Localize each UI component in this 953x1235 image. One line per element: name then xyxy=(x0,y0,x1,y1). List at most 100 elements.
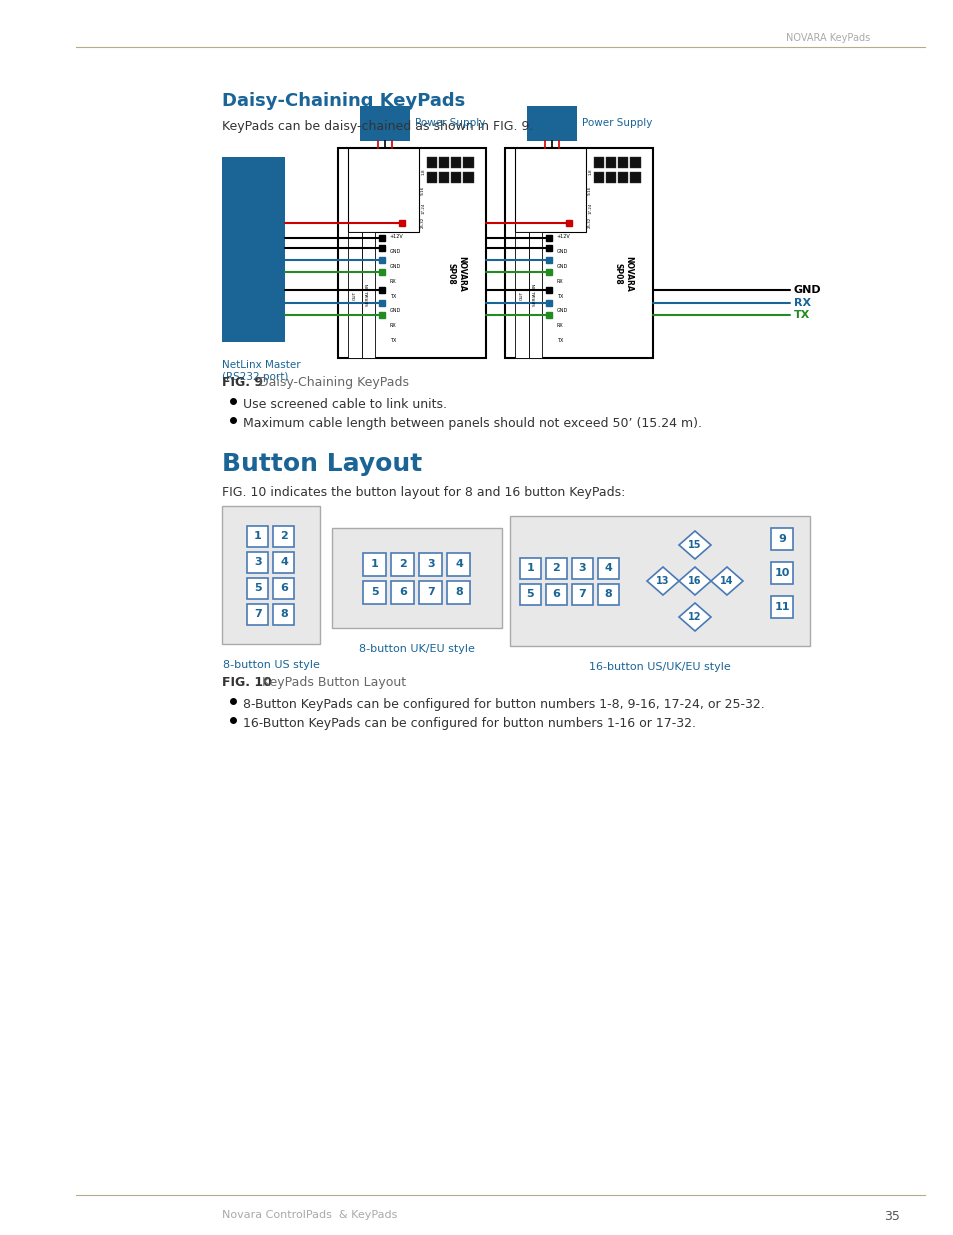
FancyBboxPatch shape xyxy=(348,148,419,232)
Text: FIG. 10: FIG. 10 xyxy=(222,676,272,689)
Text: 17-24: 17-24 xyxy=(587,203,592,214)
Text: 8-button US style: 8-button US style xyxy=(222,659,319,671)
FancyBboxPatch shape xyxy=(447,552,470,576)
Text: Power Supply: Power Supply xyxy=(581,119,652,128)
Text: TX: TX xyxy=(557,294,562,299)
Text: NOVARA KeyPads: NOVARA KeyPads xyxy=(785,33,869,43)
Text: 3: 3 xyxy=(578,563,586,573)
Text: FIG. 9: FIG. 9 xyxy=(222,375,263,389)
FancyBboxPatch shape xyxy=(337,148,485,358)
FancyBboxPatch shape xyxy=(526,106,577,141)
Text: 9: 9 xyxy=(778,534,785,543)
Text: 1-8: 1-8 xyxy=(587,168,592,175)
Text: GND: GND xyxy=(793,285,821,295)
Text: 4: 4 xyxy=(604,563,612,573)
Text: 35: 35 xyxy=(883,1210,899,1223)
Text: 11: 11 xyxy=(774,601,789,613)
Text: 8-button UK/EU style: 8-button UK/EU style xyxy=(358,643,475,655)
Text: NOVARA
SP08: NOVARA SP08 xyxy=(613,256,633,291)
FancyBboxPatch shape xyxy=(247,552,268,573)
FancyBboxPatch shape xyxy=(598,583,618,604)
Text: 1-8: 1-8 xyxy=(420,168,425,175)
Text: GND: GND xyxy=(557,309,567,314)
Text: GND: GND xyxy=(390,309,400,314)
FancyBboxPatch shape xyxy=(770,529,792,550)
Text: FIG. 10 indicates the button layout for 8 and 16 button KeyPads:: FIG. 10 indicates the button layout for … xyxy=(222,487,625,499)
Text: KeyPads Button Layout: KeyPads Button Layout xyxy=(262,676,406,689)
Text: 4: 4 xyxy=(280,557,288,567)
Text: 2: 2 xyxy=(552,563,559,573)
FancyBboxPatch shape xyxy=(519,583,540,604)
Text: GND: GND xyxy=(557,249,567,254)
FancyBboxPatch shape xyxy=(545,583,566,604)
FancyBboxPatch shape xyxy=(528,232,541,358)
Text: 25-32: 25-32 xyxy=(587,216,592,227)
Text: 2: 2 xyxy=(280,531,288,541)
FancyBboxPatch shape xyxy=(438,172,449,183)
Text: KeyPads can be daisy-chained as shown in FIG. 9.: KeyPads can be daisy-chained as shown in… xyxy=(222,120,533,133)
FancyBboxPatch shape xyxy=(515,148,586,232)
Text: Maximum cable length between panels should not exceed 50’ (15.24 m).: Maximum cable length between panels shou… xyxy=(243,417,701,430)
Text: OUT: OUT xyxy=(353,290,356,300)
FancyBboxPatch shape xyxy=(447,580,470,604)
FancyBboxPatch shape xyxy=(361,232,375,358)
Text: 5: 5 xyxy=(526,589,534,599)
FancyBboxPatch shape xyxy=(451,172,461,183)
Text: 1: 1 xyxy=(253,531,262,541)
Text: 9-16: 9-16 xyxy=(420,185,425,195)
FancyBboxPatch shape xyxy=(618,157,628,168)
FancyBboxPatch shape xyxy=(391,552,414,576)
FancyBboxPatch shape xyxy=(515,232,528,358)
Text: Daisy-Chaining KeyPads: Daisy-Chaining KeyPads xyxy=(258,375,409,389)
Text: 6: 6 xyxy=(398,587,407,597)
Text: Power Supply: Power Supply xyxy=(415,119,485,128)
FancyBboxPatch shape xyxy=(222,506,319,643)
Text: +12V: +12V xyxy=(557,235,570,240)
Text: 7: 7 xyxy=(253,609,262,619)
Text: 17-24: 17-24 xyxy=(420,203,425,214)
Text: Use screened cable to link units.: Use screened cable to link units. xyxy=(243,398,447,411)
FancyBboxPatch shape xyxy=(426,172,436,183)
Text: Novara ControlPads  & KeyPads: Novara ControlPads & KeyPads xyxy=(222,1210,397,1220)
Text: Button Layout: Button Layout xyxy=(222,452,422,475)
FancyBboxPatch shape xyxy=(572,583,593,604)
Text: NetLinx Master
(RS232 port): NetLinx Master (RS232 port) xyxy=(222,359,300,382)
FancyBboxPatch shape xyxy=(593,172,603,183)
Text: RX: RX xyxy=(793,298,810,308)
Text: +12V: +12V xyxy=(390,235,403,240)
Text: RX: RX xyxy=(390,279,396,284)
Text: 16-Button KeyPads can be configured for button numbers 1-16 or 17-32.: 16-Button KeyPads can be configured for … xyxy=(243,718,696,730)
Text: 9-16: 9-16 xyxy=(587,185,592,195)
Text: 7: 7 xyxy=(578,589,586,599)
FancyBboxPatch shape xyxy=(598,557,618,578)
FancyBboxPatch shape xyxy=(504,148,652,358)
Text: 2: 2 xyxy=(398,559,406,569)
Text: GND: GND xyxy=(390,264,400,269)
Text: TX: TX xyxy=(793,310,809,320)
Text: SERIAL  IN: SERIAL IN xyxy=(366,284,370,306)
Text: 16: 16 xyxy=(687,576,701,585)
Text: 5: 5 xyxy=(253,583,261,593)
Text: SERIAL  IN: SERIAL IN xyxy=(533,284,537,306)
FancyBboxPatch shape xyxy=(605,172,616,183)
Text: TX: TX xyxy=(390,337,395,343)
FancyBboxPatch shape xyxy=(463,172,473,183)
FancyBboxPatch shape xyxy=(222,157,285,342)
Polygon shape xyxy=(679,603,710,631)
FancyBboxPatch shape xyxy=(247,526,268,547)
Text: 8: 8 xyxy=(280,609,288,619)
Polygon shape xyxy=(646,567,679,595)
FancyBboxPatch shape xyxy=(274,526,294,547)
FancyBboxPatch shape xyxy=(363,580,386,604)
FancyBboxPatch shape xyxy=(348,232,361,358)
FancyBboxPatch shape xyxy=(438,157,449,168)
FancyBboxPatch shape xyxy=(618,172,628,183)
Text: 3: 3 xyxy=(427,559,435,569)
FancyBboxPatch shape xyxy=(510,516,809,646)
Text: 7: 7 xyxy=(427,587,435,597)
Text: 1: 1 xyxy=(371,559,378,569)
Text: GND: GND xyxy=(557,264,567,269)
Text: 8: 8 xyxy=(455,587,462,597)
FancyBboxPatch shape xyxy=(419,552,442,576)
Text: 6: 6 xyxy=(280,583,288,593)
